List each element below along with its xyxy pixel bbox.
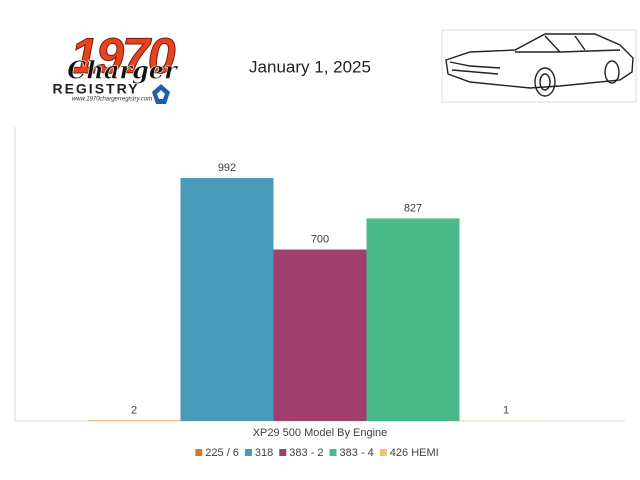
data-label: 700 [311, 233, 329, 245]
legend-swatch [279, 449, 287, 456]
bar [273, 249, 367, 421]
legend-label: 383 - 4 [340, 447, 374, 459]
data-label: 992 [218, 162, 236, 174]
logo-word: REGISTRY [52, 81, 139, 97]
pentastar-center [157, 90, 165, 99]
data-label: 1 [503, 405, 509, 417]
logo: 1970 Charger REGISTRY www.1970chargerreg… [52, 28, 179, 104]
legend-swatch [195, 449, 203, 456]
bar [366, 218, 460, 421]
logo-year: 1970 [70, 28, 175, 84]
x-tick-label: XP29 500 Model By Engine [253, 427, 388, 439]
legend-label: 318 [255, 447, 273, 459]
bar [180, 178, 274, 421]
legend-swatch [329, 449, 337, 456]
logo-model: Charger [67, 56, 179, 85]
legend-label: 225 / 6 [205, 447, 239, 459]
legend-label: 426 HEMI [390, 447, 439, 459]
legend-label: 383 - 2 [289, 447, 323, 459]
data-label: 2 [131, 404, 137, 416]
legend-swatch [379, 449, 387, 456]
legend-swatch [244, 449, 252, 456]
data-label: 827 [404, 202, 422, 214]
logo-url: www.1970chargerregistry.com [72, 97, 152, 103]
chart-title: January 1, 2025 [249, 57, 371, 76]
car-drawing [441, 29, 637, 103]
